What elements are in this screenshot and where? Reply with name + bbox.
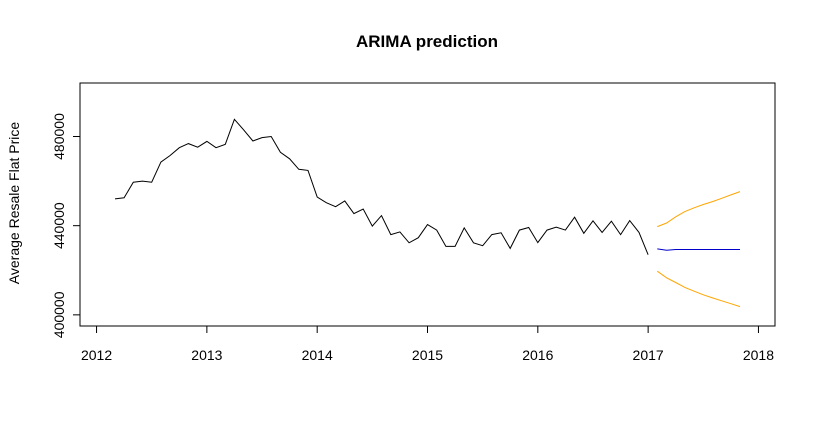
x-tick-label: 2018: [743, 347, 774, 363]
y-tick-label: 400000: [51, 291, 67, 338]
y-axis-label: Average Resale Flat Price: [6, 122, 22, 285]
x-tick-label: 2012: [81, 347, 112, 363]
chart-title: ARIMA prediction: [356, 32, 498, 51]
x-axis: 2012 2013 2014 2015 2016 2017 2018: [81, 325, 774, 363]
y-axis: 400000 440000 480000: [51, 113, 81, 338]
observed-series-line: [114, 118, 649, 255]
x-tick-label: 2017: [633, 347, 664, 363]
x-tick-label: 2013: [191, 347, 222, 363]
y-tick-label: 440000: [51, 202, 67, 249]
x-tick-label: 2016: [522, 347, 553, 363]
y-tick-label: 480000: [51, 113, 67, 160]
lower-bound-series-line: [657, 270, 741, 308]
upper-bound-series-line: [657, 191, 741, 228]
series-layer: [114, 118, 741, 308]
x-tick-label: 2014: [302, 347, 333, 363]
x-tick-label: 2015: [412, 347, 443, 363]
forecast-series-line: [657, 248, 740, 251]
plot-frame: [79, 82, 776, 327]
